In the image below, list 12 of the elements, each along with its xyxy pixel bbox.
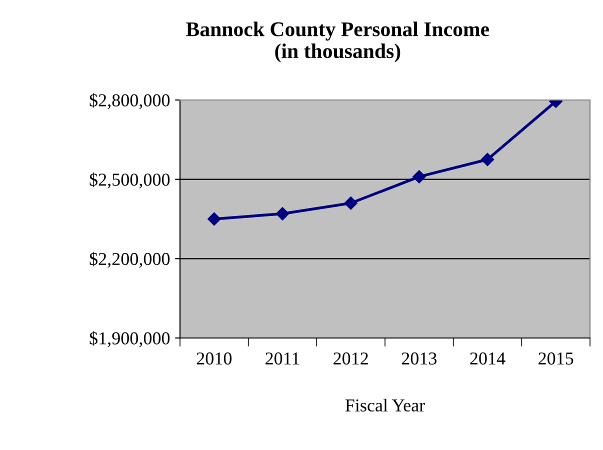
x-tick-label: 2011 bbox=[266, 352, 300, 365]
chart-title: Bannock County Personal Income (in thousands) bbox=[186, 22, 490, 62]
x-tick-label: 2013 bbox=[402, 352, 437, 365]
x-tick-label: 2010 bbox=[196, 352, 232, 365]
y-tick-label: $2,800,000 bbox=[90, 93, 170, 110]
x-tick-label: 2015 bbox=[538, 352, 574, 365]
y-tick-label: $2,500,000 bbox=[90, 172, 170, 188]
x-tick-label: 2014 bbox=[470, 352, 506, 365]
y-tick-label: $1,900,000 bbox=[90, 331, 170, 348]
x-axis-title: Fiscal Year bbox=[345, 398, 425, 412]
y-tick-label: $2,200,000 bbox=[90, 252, 170, 268]
x-tick-label: 2012 bbox=[334, 352, 368, 365]
